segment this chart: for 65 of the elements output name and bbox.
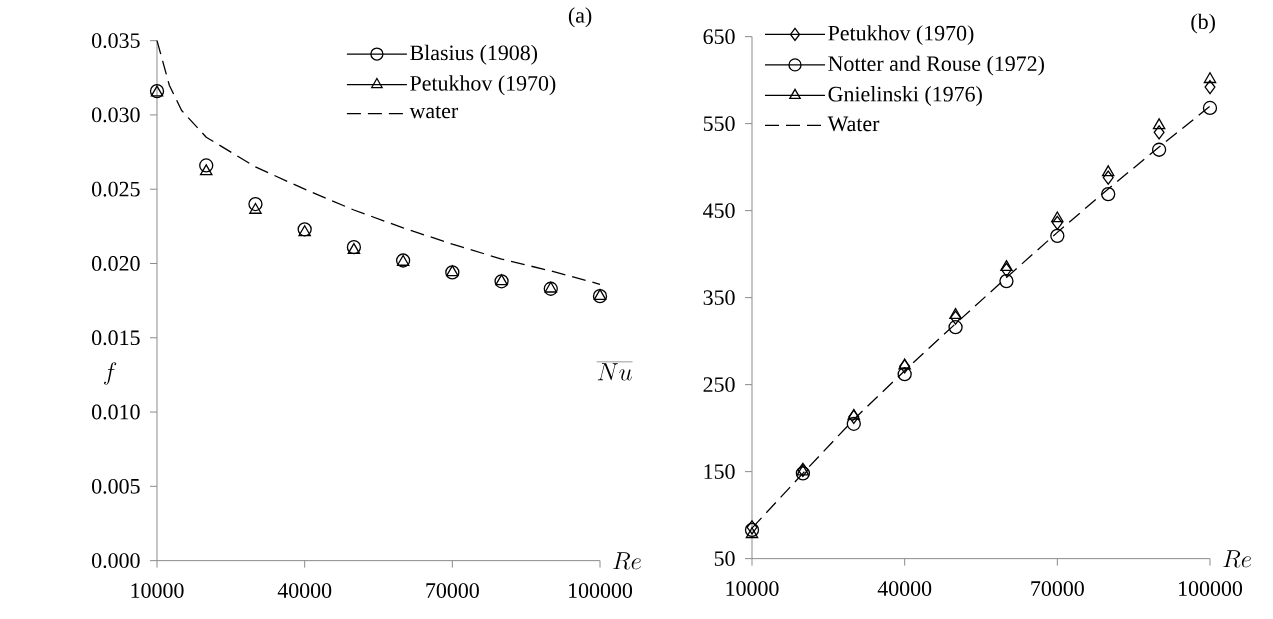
y-tick-label: 0.025	[92, 181, 140, 197]
x-tick-label: 70000	[426, 583, 479, 599]
legend-label: Petukhov (1970)	[410, 75, 556, 96]
y-tick-label: 350	[703, 290, 735, 306]
point	[950, 310, 962, 325]
point	[199, 164, 213, 176]
point	[1203, 72, 1217, 84]
y-axis-title: $f$	[104, 362, 117, 385]
point	[848, 409, 860, 425]
point	[948, 320, 963, 335]
y-tick-label: 50	[714, 551, 735, 567]
point	[1101, 165, 1115, 177]
point	[897, 367, 912, 382]
point	[1151, 142, 1167, 158]
x-tick-label: 40000	[277, 583, 332, 599]
point	[1000, 262, 1012, 278]
point	[847, 408, 861, 421]
y-tick-label: 0.030	[92, 107, 140, 123]
y-tick-label: 0.020	[92, 256, 140, 272]
legend-label: Notter and Rouse (1972)	[828, 55, 1044, 76]
point	[544, 281, 558, 293]
y-tick-label: 0.000	[92, 553, 140, 569]
y-tick-label: 0.035	[92, 33, 140, 49]
y-tick-label: 0.005	[92, 479, 140, 494]
point	[1202, 101, 1218, 116]
y-tick-label: 0.010	[92, 404, 140, 420]
point	[795, 466, 811, 481]
x-tick-label: 40000	[877, 581, 932, 597]
point	[543, 281, 558, 297]
point	[1051, 215, 1063, 231]
point	[745, 527, 759, 539]
x-tick-label: 10000	[726, 581, 779, 597]
x-tick-label: 70000	[1031, 581, 1084, 597]
point	[199, 158, 214, 173]
point	[1102, 170, 1114, 185]
x-tick-label: 100000	[1179, 581, 1243, 597]
x-axis-title: $Re$	[613, 552, 641, 570]
legend-label: Petukhov (1970)	[828, 25, 974, 46]
x-axis-title: $Re$	[1223, 550, 1252, 568]
point	[1153, 125, 1165, 140]
point	[248, 197, 263, 212]
y-tick-label: 550	[703, 116, 735, 132]
line-series	[156, 40, 601, 286]
legend-label: Water	[827, 116, 880, 132]
y-tick-label: 150	[704, 464, 735, 480]
legend-label: Blasius (1908)	[410, 45, 538, 65]
legend-label: water	[409, 105, 459, 119]
point	[1152, 118, 1166, 130]
x-tick-label: 100000	[569, 583, 633, 599]
point	[846, 416, 861, 432]
point	[1050, 228, 1065, 244]
point	[1101, 187, 1116, 202]
y-tick-label: 650	[703, 29, 735, 45]
x-tick-label: 10000	[131, 583, 184, 599]
point	[249, 203, 262, 215]
y-tick-label: 250	[703, 377, 735, 393]
legend-label: Gnielinski (1976)	[828, 86, 982, 107]
point	[1051, 211, 1064, 223]
text: (a)	[568, 7, 592, 28]
y-tick-label: 0.015	[92, 330, 140, 346]
text: (b)	[1191, 13, 1215, 34]
y-tick-label: 450	[703, 203, 735, 219]
point	[1204, 80, 1216, 95]
y-axis-title: $\overline{Nu}$	[596, 362, 633, 381]
point	[999, 274, 1014, 289]
